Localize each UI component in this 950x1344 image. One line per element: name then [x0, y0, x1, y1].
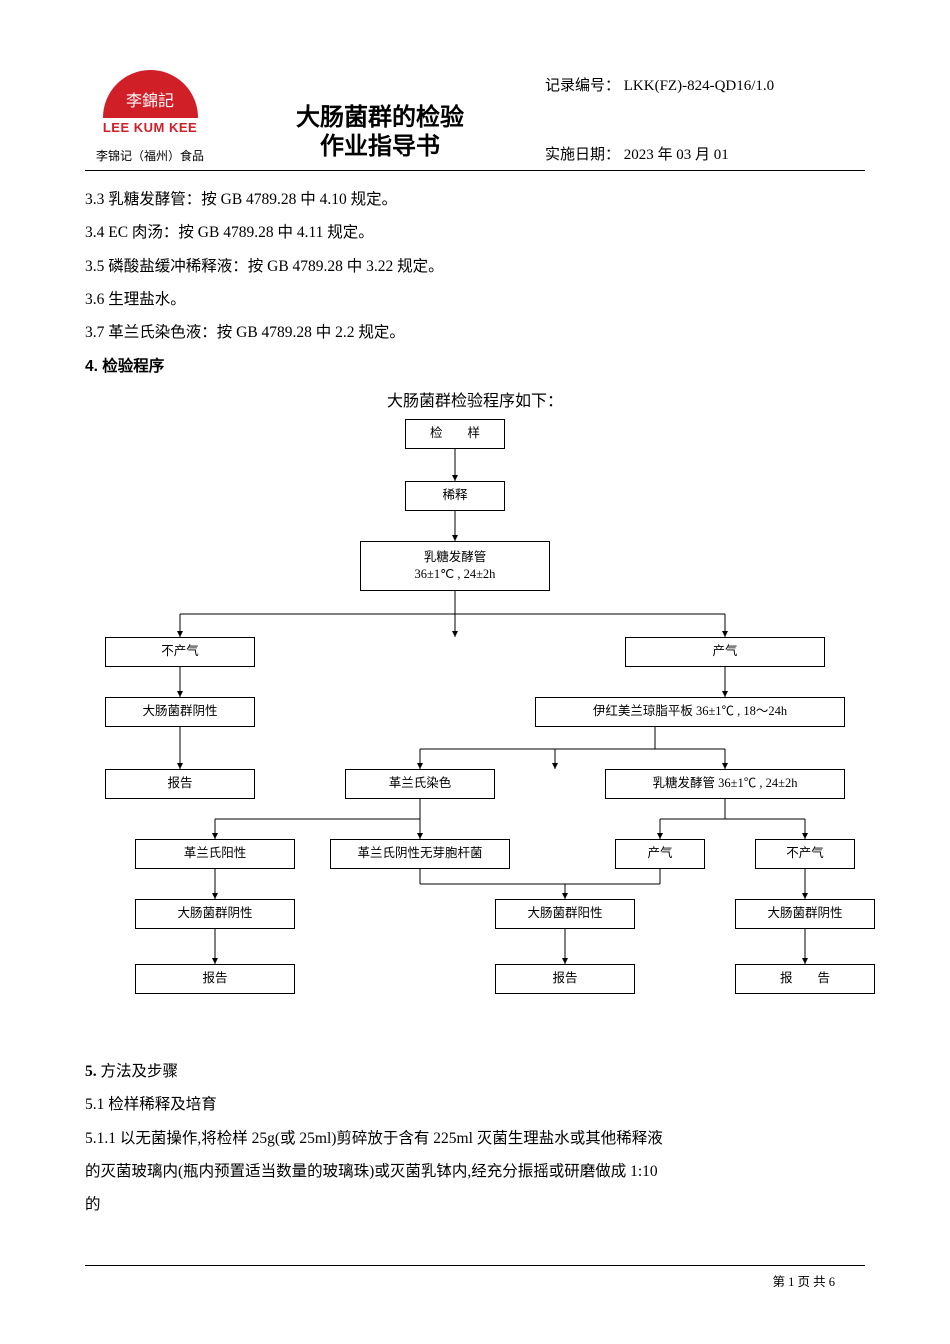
record-label: 记录编号：: [545, 78, 620, 94]
company-sub: 李锦记（福州）食品: [96, 147, 204, 164]
para-3-5: 3.5 磷酸盐缓冲稀释液：按 GB 4789.28 中 3.22 规定。: [85, 250, 865, 283]
para-5-1-1c: 的: [85, 1188, 865, 1221]
document-header: 李錦記 LEE KUM KEE 李锦记（福州）食品 大肠菌群的检验 作业指导书 …: [85, 70, 865, 171]
para-5-1: 5.1 检样稀释及培育: [85, 1088, 865, 1121]
doc-title-2: 作业指导书: [215, 133, 545, 162]
record-row: 记录编号： LKK(FZ)-824-QD16/1.0: [545, 76, 865, 97]
date-label: 实施日期：: [545, 147, 620, 163]
node-dilute: 稀释: [405, 481, 505, 511]
node-no-gas-2: 不产气: [755, 839, 855, 869]
body-text-lower: 5. 5. 方法及步骤方法及步骤 5.1 检样稀释及培育 5.1.1 以无菌操作…: [85, 1055, 865, 1222]
node-gram-stain: 革兰氏染色: [345, 769, 495, 799]
node-coliform-neg-2: 大肠菌群阴性: [135, 899, 295, 929]
node-report-1: 报告: [105, 769, 255, 799]
node-gram-pos: 革兰氏阳性: [135, 839, 295, 869]
logo-english: LEE KUM KEE: [103, 120, 197, 135]
heading-4: 4. 检验程序: [85, 350, 865, 383]
date-value: 2023 年 03 月 01: [624, 147, 729, 163]
logo-block: 李錦記 LEE KUM KEE 李锦记（福州）食品: [85, 70, 215, 164]
node-gram-neg-bacillus: 革兰氏阴性无芽胞杆菌: [330, 839, 510, 869]
para-3-7: 3.7 革兰氏染色液：按 GB 4789.28 中 2.2 规定。: [85, 316, 865, 349]
heading-5: 5. 5. 方法及步骤方法及步骤: [85, 1055, 865, 1088]
node-coliform-pos: 大肠菌群阳性: [495, 899, 635, 929]
doc-title-1: 大肠菌群的检验: [215, 104, 545, 133]
para-5-1-1a: 5.1.1 以无菌操作,将检样 25g(或 25ml)剪碎放于含有 225ml …: [85, 1122, 865, 1155]
logo-chinese: 李錦記: [126, 87, 174, 111]
node-report-4: 报 告: [735, 964, 875, 994]
para-5-1-1b: 的灭菌玻璃内(瓶内预置适当数量的玻璃珠)或灭菌乳钵内,经充分振摇或研磨做成 1:…: [85, 1155, 865, 1188]
page-number: 第 1 页 共 6: [772, 1271, 835, 1290]
date-row: 实施日期： 2023 年 03 月 01: [545, 145, 865, 166]
node-no-gas: 不产气: [105, 637, 255, 667]
meta-block: 记录编号： LKK(FZ)-824-QD16/1.0 实施日期： 2023 年 …: [545, 70, 865, 166]
node-report-3: 报告: [495, 964, 635, 994]
para-3-3: 3.3 乳糖发酵管：按 GB 4789.28 中 4.10 规定。: [85, 183, 865, 216]
record-value: LKK(FZ)-824-QD16/1.0: [624, 78, 774, 94]
node-report-2: 报告: [135, 964, 295, 994]
logo-icon: 李錦記: [103, 70, 198, 118]
para-3-6: 3.6 生理盐水。: [85, 283, 865, 316]
title-block: 大肠菌群的检验 作业指导书: [215, 70, 545, 162]
node-sample: 检 样: [405, 419, 505, 449]
flowchart-connectors: [85, 419, 865, 1049]
node-gas-2: 产气: [615, 839, 705, 869]
flowchart: 检 样 稀释 乳糖发酵管 36±1℃ , 24±2h 不产气 产气 大肠菌群阴性…: [85, 419, 865, 1049]
node-emb-agar: 伊红美兰琼脂平板 36±1℃ , 18～24h: [535, 697, 845, 727]
node-coliform-neg-1: 大肠菌群阴性: [105, 697, 255, 727]
node-lactose-tube: 乳糖发酵管 36±1℃ , 24±2h: [360, 541, 550, 591]
node-gas: 产气: [625, 637, 825, 667]
body-text: 3.3 乳糖发酵管：按 GB 4789.28 中 4.10 规定。 3.4 EC…: [85, 183, 865, 383]
flowchart-title: 大肠菌群检验程序如下：: [85, 387, 865, 411]
footer-line: [85, 1265, 865, 1266]
node-lactose-tube-2: 乳糖发酵管 36±1℃ , 24±2h: [605, 769, 845, 799]
node-coliform-neg-3: 大肠菌群阴性: [735, 899, 875, 929]
para-3-4: 3.4 EC 肉汤：按 GB 4789.28 中 4.11 规定。: [85, 216, 865, 249]
